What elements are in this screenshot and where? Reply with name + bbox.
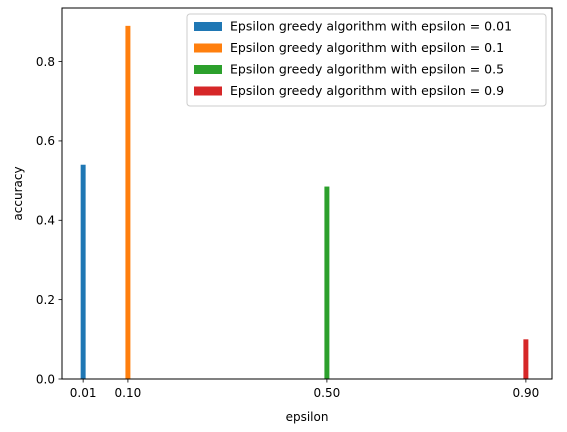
bar-epsilon-2 [324, 187, 329, 379]
ticks-layer: 0.01 0.10 0.50 0.90 0.0 0.2 0.4 0.6 0.8 [36, 55, 539, 400]
bar-epsilon-1 [125, 26, 130, 379]
legend-swatch [194, 44, 222, 53]
bar-epsilon-3 [523, 339, 528, 379]
x-axis-label: epsilon [286, 410, 329, 424]
legend-label: Epsilon greedy algorithm with epsilon = … [230, 83, 504, 98]
x-tick-label: 0.90 [513, 386, 540, 400]
legend-label: Epsilon greedy algorithm with epsilon = … [230, 62, 504, 77]
legend-label: Epsilon greedy algorithm with epsilon = … [230, 40, 504, 55]
legend-label: Epsilon greedy algorithm with epsilon = … [230, 19, 512, 34]
y-tick-label: 0.8 [36, 55, 55, 69]
bar-epsilon-0 [81, 165, 86, 379]
legend-swatch [194, 65, 222, 74]
y-axis-label: accuracy [11, 166, 25, 220]
x-tick-label: 0.10 [115, 386, 142, 400]
legend: Epsilon greedy algorithm with epsilon = … [187, 14, 546, 106]
x-tick-label: 0.50 [314, 386, 341, 400]
legend-swatch [194, 22, 222, 31]
y-tick-label: 0.2 [36, 293, 55, 307]
legend-swatch [194, 87, 222, 96]
x-tick-label: 0.01 [70, 386, 97, 400]
y-tick-label: 0.0 [36, 372, 55, 386]
y-tick-label: 0.6 [36, 134, 55, 148]
y-tick-label: 0.4 [36, 214, 55, 228]
